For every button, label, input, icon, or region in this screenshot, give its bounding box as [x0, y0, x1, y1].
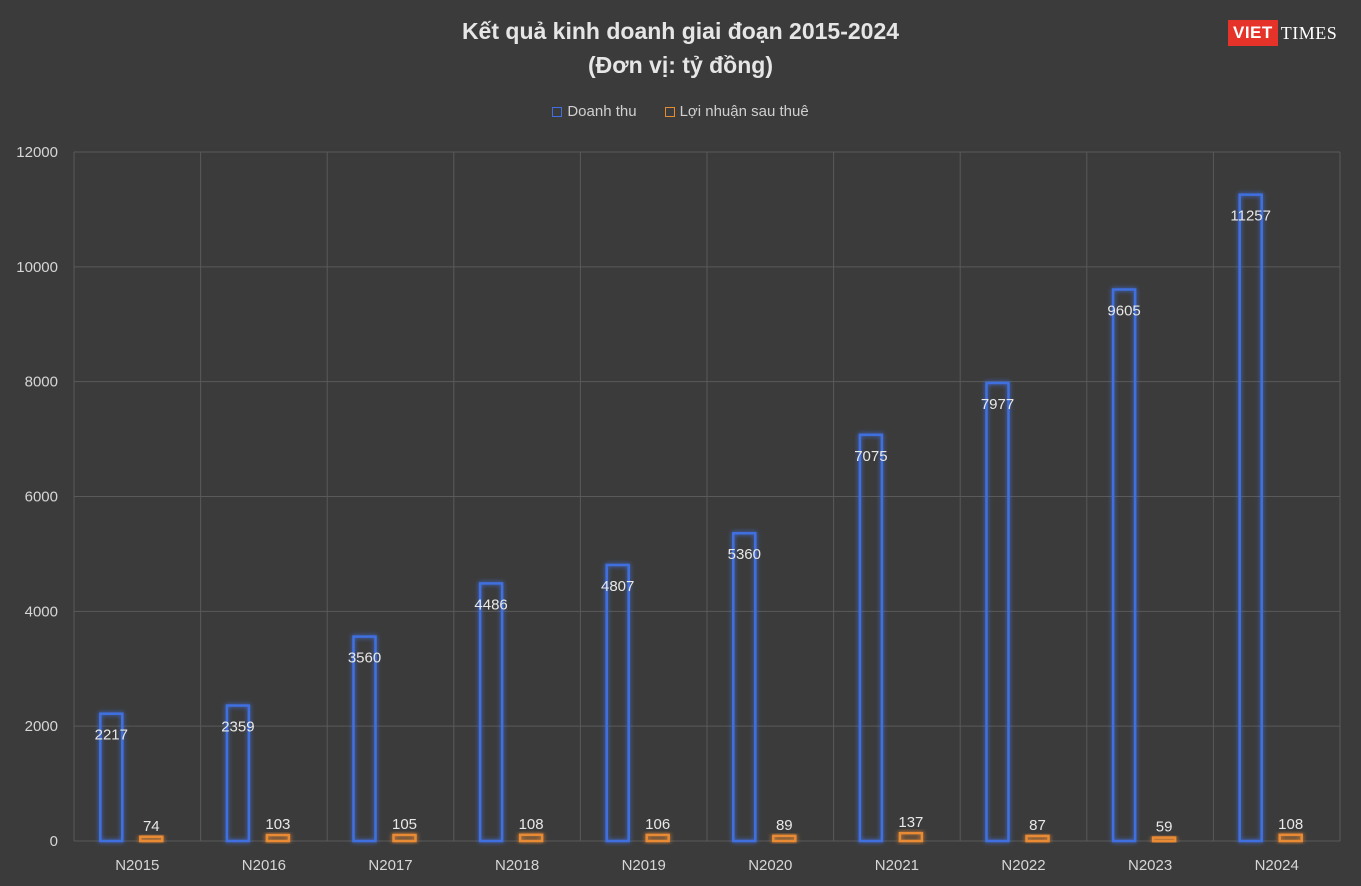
y-tick-label: 8000: [25, 374, 58, 391]
chart-title-block: Kết quả kinh doanh giai đoạn 2015-2024 (…: [0, 14, 1361, 82]
profit-bar: [1025, 834, 1050, 843]
x-tick-label: N2019: [622, 857, 666, 874]
profit-data-label: 137: [898, 814, 923, 831]
chart-subtitle: (Đơn vị: tỷ đồng): [588, 52, 773, 78]
x-tick-label: N2018: [495, 857, 539, 874]
chart-legend: Doanh thu Lợi nhuận sau thuê: [0, 103, 1361, 120]
revenue-bar: [858, 433, 884, 843]
revenue-data-label: 2217: [95, 727, 128, 744]
x-tick-label: N2016: [242, 857, 286, 874]
profit-bar: [898, 831, 924, 843]
viettimes-logo: VIET TIMES: [1228, 18, 1337, 48]
revenue-data-label: 2359: [221, 719, 254, 736]
profit-bar: [392, 833, 417, 843]
x-tick-label: N2017: [368, 857, 412, 874]
profit-data-label: 105: [392, 816, 417, 833]
revenue-bar: [732, 531, 757, 843]
profit-data-label: 108: [1278, 816, 1303, 833]
revenue-data-label: 4807: [601, 578, 634, 595]
x-tick-label: N2021: [875, 857, 919, 874]
revenue-data-label: 3560: [348, 650, 381, 667]
profit-bar: [1151, 836, 1177, 843]
legend-swatch-profit: [664, 106, 675, 117]
y-tick-label: 4000: [25, 603, 58, 620]
revenue-bar: [1111, 288, 1137, 843]
profit-bar: [772, 834, 797, 843]
revenue-bar: [985, 381, 1010, 843]
profit-bar: [139, 835, 164, 843]
profit-bar: [265, 833, 291, 843]
y-tick-label: 10000: [16, 259, 58, 276]
profit-data-label: 89: [776, 817, 793, 834]
legend-label-revenue: Doanh thu: [567, 103, 637, 120]
y-tick-label: 6000: [25, 489, 58, 506]
revenue-data-label: 5360: [728, 546, 761, 563]
chart-title: Kết quả kinh doanh giai đoạn 2015-2024: [461, 18, 900, 44]
revenue-bar: [478, 582, 504, 843]
x-tick-label: N2022: [1001, 857, 1045, 874]
revenue-data-label: 4486: [474, 596, 507, 613]
logo-times-text: TIMES: [1280, 22, 1338, 43]
profit-data-label: 74: [143, 818, 160, 835]
x-tick-label: N2023: [1128, 857, 1172, 874]
revenue-data-label: 7977: [981, 396, 1014, 413]
revenue-bar: [99, 712, 124, 843]
legend-item-profit: Lợi nhuận sau thuê: [664, 103, 809, 120]
revenue-bar: [225, 704, 251, 843]
revenue-data-label: 9605: [1107, 303, 1140, 320]
x-tick-label: N2024: [1255, 857, 1299, 874]
profit-data-label: 103: [265, 816, 290, 833]
revenue-bar: [352, 635, 377, 843]
profit-data-label: 87: [1029, 817, 1046, 834]
legend-item-revenue: Doanh thu: [552, 103, 637, 120]
revenue-data-label: 11257: [1230, 208, 1271, 225]
logo-viet-text: VIET: [1228, 20, 1278, 46]
x-tick-label: N2015: [115, 857, 159, 874]
revenue-data-label: 7075: [854, 448, 887, 465]
profit-data-label: 108: [519, 816, 544, 833]
y-tick-label: 0: [50, 833, 58, 850]
profit-data-label: 106: [645, 816, 670, 833]
legend-label-profit: Lợi nhuận sau thuê: [679, 103, 809, 120]
x-tick-label: N2020: [748, 857, 792, 874]
legend-swatch-revenue: [552, 106, 563, 117]
profit-bar: [645, 833, 670, 843]
profit-data-label: 59: [1156, 819, 1173, 836]
revenue-bar: [605, 563, 630, 843]
y-tick-label: 12000: [16, 144, 58, 161]
profit-bar: [518, 833, 544, 843]
y-tick-label: 2000: [25, 718, 58, 735]
revenue-bar: [1238, 193, 1263, 843]
profit-bar: [1278, 833, 1303, 843]
